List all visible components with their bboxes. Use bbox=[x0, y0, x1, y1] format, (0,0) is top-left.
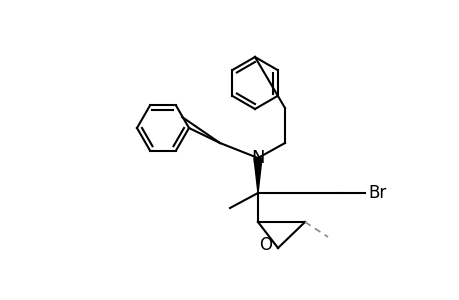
Text: O: O bbox=[259, 236, 272, 254]
Text: N: N bbox=[251, 149, 264, 167]
Text: Br: Br bbox=[367, 184, 386, 202]
Polygon shape bbox=[253, 158, 262, 193]
